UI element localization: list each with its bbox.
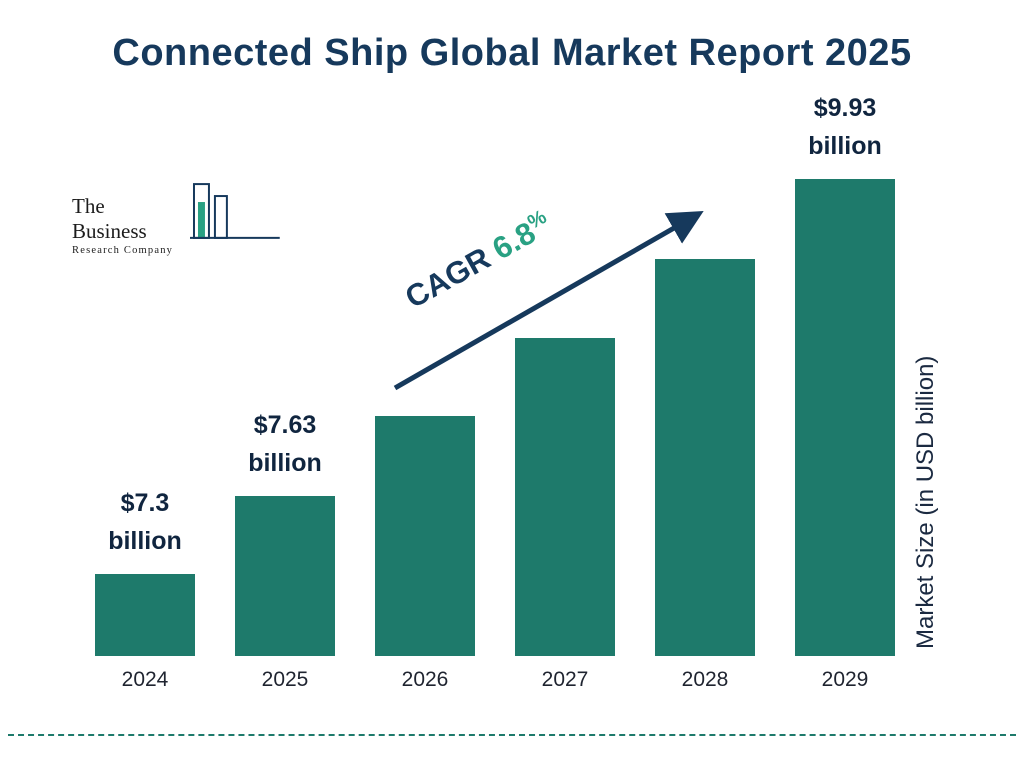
bar-value-unit: billion	[108, 526, 182, 555]
bar-value-label: $7.3 billion	[108, 485, 182, 560]
company-logo: The Business Research Company	[72, 182, 282, 256]
page-title: Connected Ship Global Market Report 2025	[112, 32, 912, 74]
year-label: 2024	[121, 668, 169, 691]
bar-column-2024: $7.3 billion 2024	[95, 485, 195, 692]
bar-column-2026: 2026	[375, 416, 475, 692]
logo-text-line2: Research Company	[72, 245, 174, 256]
bottom-dashed-divider	[8, 734, 1016, 736]
bar-value-amount: $7.63	[253, 411, 317, 439]
bar-column-2025: $7.63 billion 2025	[235, 407, 335, 692]
bar-value-label: $9.93 billion	[808, 90, 882, 165]
bar-column-2028: 2028	[655, 259, 755, 692]
bar-2027	[515, 338, 615, 656]
bar-column-2029: $9.93 billion 2029	[795, 90, 895, 692]
year-label: 2028	[681, 668, 729, 691]
year-label: 2026	[401, 668, 449, 691]
bar-chart: $7.3 billion 2024 $7.63 billion 2025 202…	[95, 90, 895, 692]
bar-value-label: $7.63 billion	[248, 407, 322, 482]
bar-value-unit: billion	[248, 448, 322, 477]
logo-bars-icon	[190, 183, 281, 239]
bar-2025	[235, 496, 335, 656]
bar-2029	[795, 179, 895, 656]
bar-value-amount: $7.3	[120, 489, 170, 517]
year-label: 2027	[541, 668, 589, 691]
bar-column-2027: 2027	[515, 338, 615, 692]
bar-value-unit: billion	[808, 131, 882, 160]
year-label: 2029	[821, 668, 869, 691]
bar-2026	[375, 416, 475, 656]
logo-text-line1: The Business	[72, 194, 147, 243]
bar-value-amount: $9.93	[813, 94, 877, 122]
year-label: 2025	[261, 668, 309, 691]
bar-2024	[95, 574, 195, 656]
y-axis-label: Market Size (in USD billion)	[912, 355, 939, 650]
bar-2028	[655, 259, 755, 656]
